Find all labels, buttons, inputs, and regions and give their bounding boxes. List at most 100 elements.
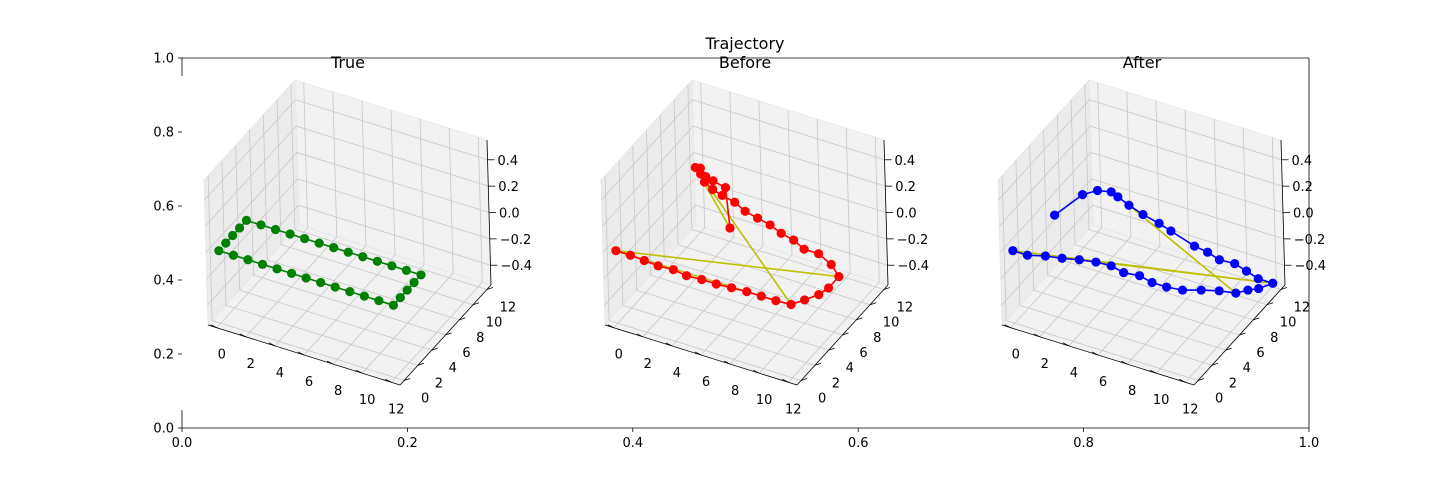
floor-grid-line <box>650 274 843 336</box>
y-tick-label: 6 <box>1256 346 1264 361</box>
trajectory-point <box>771 296 781 306</box>
x-tick-label: 0 <box>218 348 226 363</box>
x-tick-mark <box>723 360 731 365</box>
trajectory-point <box>272 264 282 274</box>
trajectory-point <box>1166 226 1176 236</box>
trajectory-point <box>1022 250 1033 260</box>
panel-title-true: True <box>330 53 365 72</box>
x-tick-mark <box>636 333 643 338</box>
y-tick-mark <box>1239 332 1246 336</box>
trajectory-point <box>409 277 419 288</box>
trajectory-point <box>752 213 763 223</box>
y-tick-mark <box>856 317 863 321</box>
y-tick-label: 10 <box>883 316 900 331</box>
x-tick-mark <box>1062 342 1070 347</box>
trajectory-point <box>1106 261 1116 271</box>
trajectory-point <box>1268 278 1278 288</box>
z-grid-line <box>206 178 490 280</box>
floor-grid-line <box>677 244 871 306</box>
trajectory-point <box>730 197 740 207</box>
trajectory-point <box>345 286 355 297</box>
trajectory-point <box>814 290 824 300</box>
x-tick-label: 0 <box>615 348 623 363</box>
trajectory-point <box>814 249 824 259</box>
z-grid-line <box>999 152 1284 253</box>
y-tick-mark <box>459 317 466 321</box>
trajectory-point <box>359 291 369 301</box>
trajectory-point <box>742 286 752 297</box>
y-tick-mark <box>1266 302 1274 306</box>
y-tick-mark <box>445 332 452 336</box>
trajectory-point <box>717 190 727 200</box>
z-grid-line <box>602 125 886 227</box>
trajectory-point <box>1008 246 1018 256</box>
z-tick-label: 0.2 <box>498 180 519 195</box>
x-tick-label: 8 <box>334 384 342 399</box>
y-tick-label: 0.4 <box>153 274 174 289</box>
trajectory-point <box>1214 255 1225 265</box>
x-tick-mark <box>297 351 305 356</box>
trajectory-point <box>799 295 810 305</box>
x-tick-mark <box>356 369 363 374</box>
floor-grid-line <box>212 320 405 381</box>
trajectory-point <box>1124 200 1134 210</box>
trajectory-point <box>625 250 636 260</box>
x-tick-label: 0.8 <box>1073 436 1094 451</box>
z-tick-label: −0.2 <box>500 233 532 248</box>
y-tick-label: 10 <box>1280 316 1297 331</box>
trajectory-point <box>1113 192 1123 202</box>
trajectory-point <box>1231 288 1241 298</box>
x-tick-mark <box>385 378 392 383</box>
x-tick-mark <box>753 369 760 374</box>
x-tick-mark <box>782 378 789 383</box>
trajectory-point <box>1214 286 1224 296</box>
x-tick-label: 6 <box>702 375 710 390</box>
y-tick-label: 0.6 <box>153 200 174 215</box>
z-grid-line <box>998 99 1282 201</box>
trajectory-point <box>726 283 737 293</box>
floor-grid-line <box>239 289 432 351</box>
floor-grid-line <box>664 259 857 321</box>
y-tick-label: 12 <box>897 301 914 316</box>
trajectory-point <box>387 261 397 271</box>
floor-grid-line <box>280 244 474 306</box>
x-tick-label: 2 <box>1041 357 1049 372</box>
y-tick-label: 12 <box>1294 301 1311 316</box>
trajectory-point <box>234 223 245 233</box>
y-tick-label: 0 <box>1215 391 1223 406</box>
z-grid-line <box>1001 204 1285 306</box>
trajectory-point <box>329 243 339 253</box>
z-tick-label: 0.0 <box>499 207 520 222</box>
trajectory-point <box>1106 187 1116 197</box>
y-tick-label: 2 <box>832 376 840 391</box>
trajectory-point <box>1177 285 1188 295</box>
trajectory-point <box>285 229 295 239</box>
trajectory-point <box>1138 209 1148 220</box>
trajectory-point <box>789 235 799 245</box>
trajectory-point <box>786 299 796 310</box>
trajectory-point <box>1147 277 1157 288</box>
floor-grid-line <box>1061 259 1254 321</box>
trajectory-point <box>300 233 310 244</box>
trajectory-point <box>611 246 621 256</box>
floor-grid-line <box>1006 320 1199 381</box>
z-grid-line <box>999 125 1283 227</box>
x-tick-label: 12 <box>1182 402 1199 417</box>
y-tick-label: 4 <box>449 361 457 376</box>
trajectory-point <box>301 273 311 283</box>
x-tick-label: 12 <box>388 402 405 417</box>
z-grid-line <box>205 125 489 227</box>
x-tick-mark <box>1033 333 1040 338</box>
y-tick-mark <box>404 378 411 381</box>
x-tick-label: 0.0 <box>172 436 193 451</box>
trajectory-point <box>314 238 324 248</box>
z-tick-label: 0.4 <box>1292 154 1313 169</box>
trajectory-point <box>668 265 678 275</box>
z-grid-line <box>1000 178 1284 280</box>
x-tick-label: 0 <box>1012 348 1020 363</box>
z-tick-label: 0.2 <box>1292 180 1313 195</box>
z-tick-label: −0.4 <box>897 259 929 274</box>
z-tick-label: 0.2 <box>895 180 916 195</box>
